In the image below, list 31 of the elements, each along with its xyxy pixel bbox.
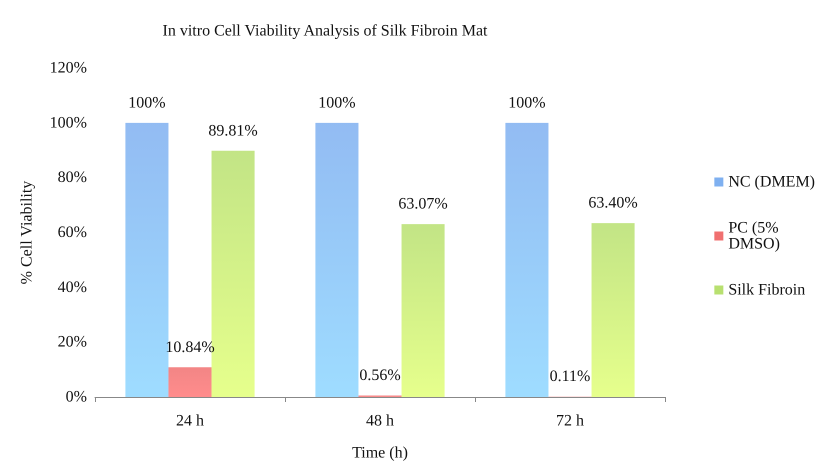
bar — [402, 224, 445, 397]
data-label: 100% — [508, 94, 546, 112]
x-tick-label: 48 h — [366, 412, 394, 430]
legend-label: NC (DMEM) — [728, 174, 816, 190]
data-label: 63.40% — [588, 194, 638, 212]
y-tick-label: 80% — [58, 169, 87, 186]
data-label: 10.84% — [165, 338, 215, 356]
y-tick-label: 60% — [58, 224, 87, 241]
bar — [315, 122, 358, 397]
data-label: 89.81% — [208, 122, 258, 140]
bar — [505, 122, 548, 397]
data-label: 0.56% — [359, 366, 401, 384]
legend-label: PC (5% DMSO) — [728, 220, 783, 252]
y-tick-label: 120% — [50, 60, 87, 76]
x-axis-title: Time (h) — [352, 444, 408, 462]
chart-title: In vitro Cell Viability Analysis of Silk Fibroin Mat — [162, 22, 488, 40]
y-tick-label: 0% — [66, 388, 87, 406]
y-tick-label: 40% — [58, 278, 87, 296]
y-tick-label: 100% — [50, 114, 87, 132]
bar — [592, 223, 635, 397]
y-tick-label: 20% — [58, 334, 87, 351]
y-axis-title: % Cell Viability — [18, 180, 36, 284]
data-label: 63.07% — [398, 196, 448, 213]
legend-label: Silk Fibroin — [728, 282, 806, 298]
x-tick-label: 72 h — [556, 412, 584, 430]
data-label: 100% — [128, 94, 166, 112]
bar — [125, 122, 168, 397]
bar — [168, 367, 212, 397]
data-label: 0.11% — [550, 368, 590, 386]
x-tick-label: 24 h — [176, 412, 204, 430]
data-label: 100% — [318, 94, 356, 112]
